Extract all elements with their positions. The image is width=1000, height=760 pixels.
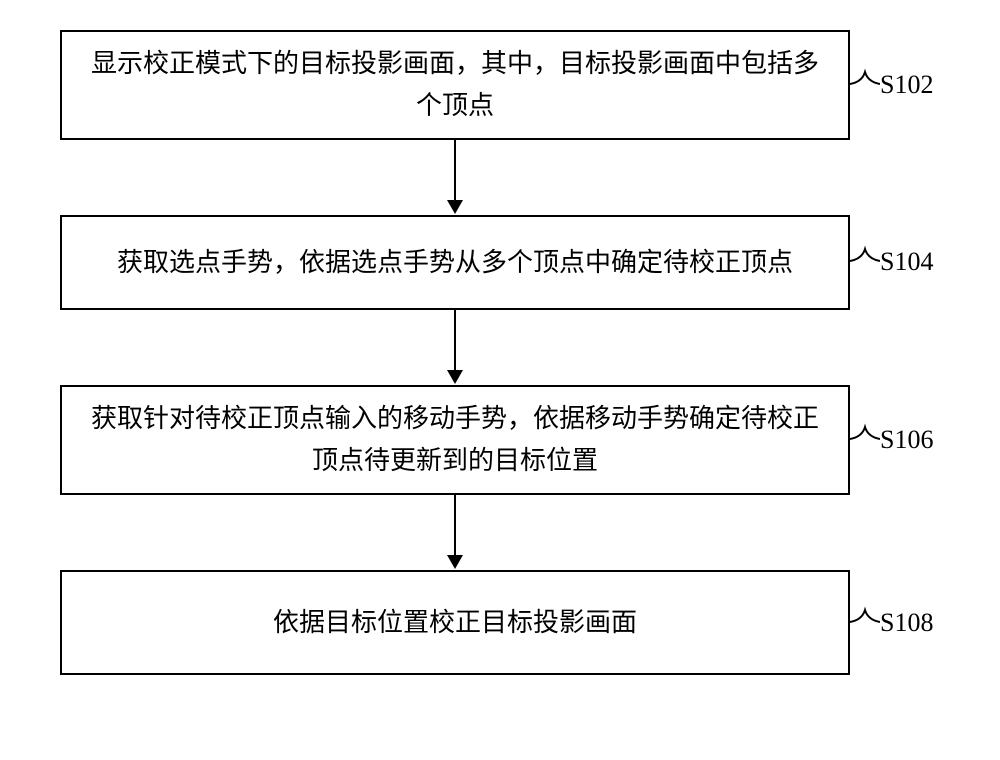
step-text: 获取选点手势，依据选点手势从多个顶点中确定待校正顶点 (117, 242, 793, 284)
label-connector-curve (850, 239, 880, 269)
flowchart-step: 获取选点手势，依据选点手势从多个顶点中确定待校正顶点 (60, 215, 850, 310)
flowchart-arrow-head (447, 555, 463, 569)
flowchart-step: 显示校正模式下的目标投影画面，其中，目标投影画面中包括多个顶点 (60, 30, 850, 140)
step-label: S104 (880, 247, 933, 277)
flowchart-arrow-line (454, 310, 456, 372)
flowchart-step: 依据目标位置校正目标投影画面 (60, 570, 850, 675)
step-label-text: S106 (880, 425, 933, 454)
label-connector-curve (850, 417, 880, 447)
label-connector-curve (850, 600, 880, 630)
step-label: S102 (880, 70, 933, 100)
step-label-text: S108 (880, 608, 933, 637)
step-label: S108 (880, 608, 933, 638)
flowchart-arrow-line (454, 495, 456, 557)
flowchart-step: 获取针对待校正顶点输入的移动手势，依据移动手势确定待校正顶点待更新到的目标位置 (60, 385, 850, 495)
label-connector-curve (850, 62, 880, 92)
flowchart-arrow-head (447, 200, 463, 214)
step-label-text: S104 (880, 247, 933, 276)
flowchart-arrow-line (454, 140, 456, 202)
step-text: 获取针对待校正顶点输入的移动手势，依据移动手势确定待校正顶点待更新到的目标位置 (82, 398, 828, 481)
step-text: 依据目标位置校正目标投影画面 (273, 602, 637, 644)
step-label: S106 (880, 425, 933, 455)
step-text: 显示校正模式下的目标投影画面，其中，目标投影画面中包括多个顶点 (82, 43, 828, 126)
flowchart-container: 显示校正模式下的目标投影画面，其中，目标投影画面中包括多个顶点 S102 获取选… (0, 0, 1000, 760)
step-label-text: S102 (880, 70, 933, 99)
flowchart-arrow-head (447, 370, 463, 384)
